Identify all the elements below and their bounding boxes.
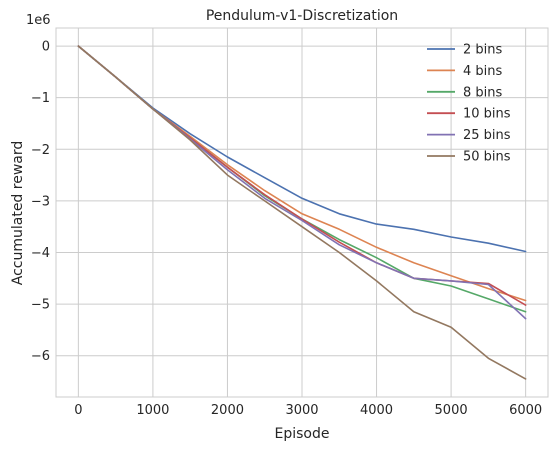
gridlines [56,28,548,397]
legend-label: 25 bins [463,128,511,143]
y-axis-label: Accumulated reward [10,141,26,286]
x-tick-label: 2000 [211,403,244,418]
legend-label: 50 bins [463,150,511,165]
y-tick-label: −2 [31,143,50,158]
chart-title: Pendulum-v1-Discretization [206,8,398,24]
y-offset-label: 1e6 [26,13,51,28]
legend-label: 8 bins [463,85,503,100]
series-line-50-bins [77,45,527,380]
y-tick-label: −3 [31,194,50,209]
legend-label: 4 bins [463,64,503,79]
y-tick-labels: 0 −1 −2 −3 −4 −5 −6 [31,40,50,365]
legend-label: 10 bins [463,107,511,122]
legend-label: 2 bins [463,43,503,58]
x-tick-label: 3000 [285,403,318,418]
x-tick-label: 6000 [509,403,542,418]
series-lines [77,45,527,380]
x-tick-label: 0 [74,403,82,418]
y-tick-label: 0 [42,40,50,55]
legend: 2 bins 4 bins 8 bins 10 bins 25 bins 50 bins [427,43,511,165]
y-tick-label: −1 [31,91,50,106]
x-axis-label: Episode [275,426,330,442]
x-tick-label: 1000 [136,403,169,418]
y-tick-label: −4 [31,246,50,261]
y-tick-label: −6 [31,349,50,364]
x-tick-labels: 0 1000 2000 3000 4000 5000 6000 [74,403,542,418]
x-tick-label: 5000 [435,403,468,418]
x-tick-label: 4000 [360,403,393,418]
y-tick-label: −5 [31,298,50,313]
